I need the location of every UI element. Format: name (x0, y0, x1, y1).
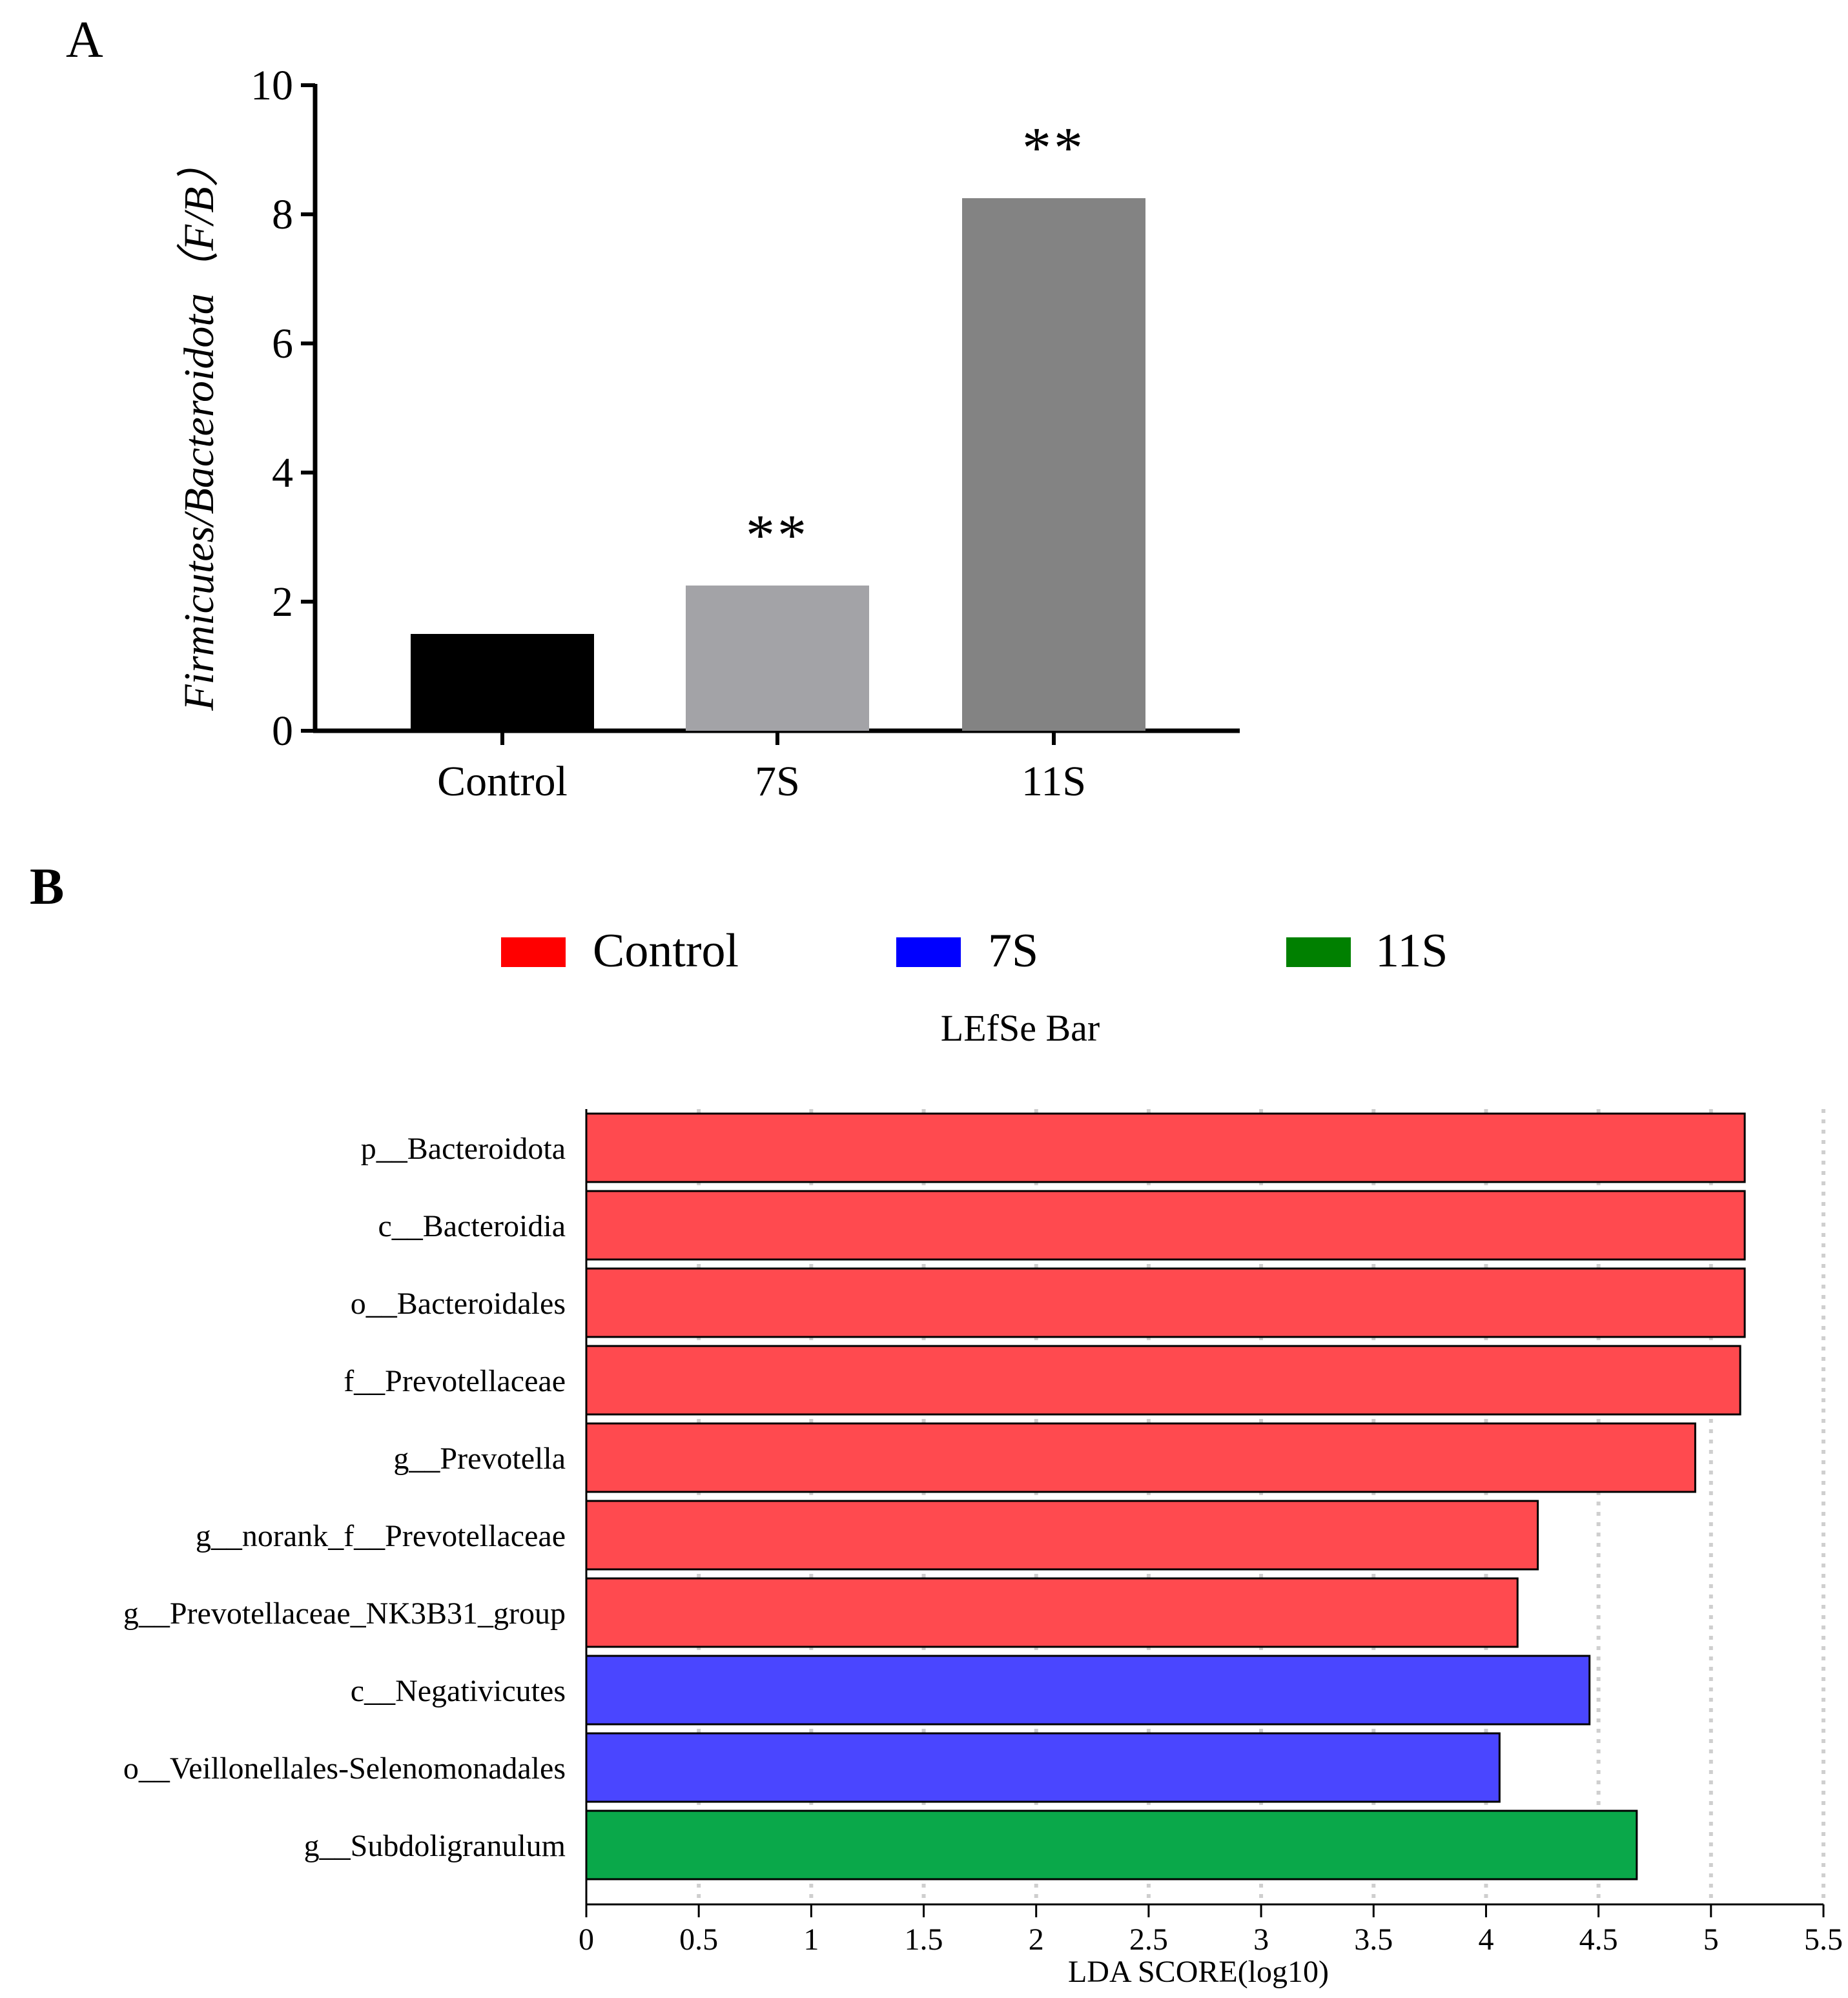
y-tick-label: 6 (272, 320, 293, 367)
x-tick-label: 1.5 (905, 1922, 943, 1957)
category-label-g-prevotella: g__Prevotella (393, 1442, 566, 1476)
legend: Control 7S 11S (501, 924, 1448, 977)
category-label-o-bacteroidales: o__Bacteroidales (351, 1287, 566, 1321)
legend-label-11s: 11S (1375, 924, 1448, 977)
x-tick-label: 2.5 (1129, 1922, 1168, 1957)
bar-7s (686, 586, 869, 731)
y-tick-label: 10 (251, 62, 293, 109)
bar-o-bacteroidales (585, 1267, 1746, 1338)
panel-a-bar-chart: A 0 2 4 6 8 10 Control 7S ** 11S ** Firmicutes/Ba… (66, 12, 1240, 805)
x-tick-label: 2 (1029, 1922, 1044, 1957)
significance-marker: ** (746, 504, 809, 567)
x-tick-label: 4.5 (1579, 1922, 1618, 1957)
bar-p-bacteroidota (585, 1112, 1746, 1183)
significance-marker: ** (1022, 116, 1085, 180)
y-tick-label: 2 (272, 578, 293, 626)
legend-swatch-7s (896, 937, 961, 967)
category-label-c-negativicutes: c__Negativicutes (351, 1674, 566, 1708)
bar-g-norank-f-prevotellaceae (585, 1500, 1539, 1571)
x-tick-label: 1 (803, 1922, 819, 1957)
bar-f-prevotellaceae (585, 1345, 1741, 1416)
category-label-f-prevotellaceae: f__Prevotellaceae (344, 1364, 566, 1398)
x-tick-label: 5 (1703, 1922, 1719, 1957)
x-tick-label: 3.5 (1354, 1922, 1393, 1957)
category-label-c-bacteroidia: c__Bacteroidia (378, 1209, 566, 1243)
category-label-g-subdoligranulum: g__Subdoligranulum (304, 1829, 566, 1863)
bar-o-veillonellales-selenomonadales (585, 1732, 1501, 1803)
y-tick-label: 0 (272, 708, 293, 755)
x-tick-label-control: Control (437, 758, 568, 805)
category-label-g-norank-f-prevotellaceae: g__norank_f__Prevotellaceae (196, 1519, 566, 1553)
chart-title: LEfSe Bar (941, 1007, 1100, 1049)
panel-a-y-axis-label: Firmicutes/Bacteroidota（F/B） (176, 144, 223, 711)
bar-c-bacteroidia (585, 1190, 1746, 1261)
bar-11s (962, 198, 1145, 731)
bar-c-negativicutes (585, 1655, 1591, 1726)
bar-g-prevotellaceae-nk3b31-group (585, 1577, 1519, 1648)
category-label-g-prevotellaceae-nk3b31-group: g__Prevotellaceae_NK3B31_group (123, 1596, 566, 1631)
x-tick-label: 0 (579, 1922, 594, 1957)
x-tick-label-7s: 7S (755, 758, 800, 805)
bar-g-subdoligranulum (585, 1809, 1638, 1881)
category-label-o-veillonellales-selenomonadales: o__Veillonellales-Selenomonadales (123, 1751, 566, 1786)
bar-g-prevotella (585, 1422, 1696, 1493)
x-tick-label: 3 (1253, 1922, 1269, 1957)
x-tick-label-11s: 11S (1022, 758, 1086, 805)
legend-label-control: Control (593, 924, 739, 977)
x-tick-label: 4 (1478, 1922, 1494, 1957)
panel-b-label: B (30, 859, 64, 915)
y-tick-label: 4 (272, 449, 293, 496)
x-axis-label: LDA SCORE(log10) (1068, 1955, 1329, 1989)
legend-swatch-11s (1286, 937, 1351, 967)
legend-label-7s: 7S (988, 924, 1038, 977)
category-label-p-bacteroidota: p__Bacteroidota (361, 1132, 566, 1166)
panel-b-lefse-chart: B Control 7S 11S LEfSe Bar 0 0.5 1 1.5 2 2.5 3 3.… (30, 859, 1843, 1989)
x-tick-label: 0.5 (679, 1922, 718, 1957)
panel-a-label: A (66, 12, 103, 68)
y-tick-label: 8 (272, 191, 293, 238)
bar-control (411, 634, 594, 731)
x-tick-label: 5.5 (1804, 1922, 1843, 1957)
legend-swatch-control (501, 937, 566, 967)
